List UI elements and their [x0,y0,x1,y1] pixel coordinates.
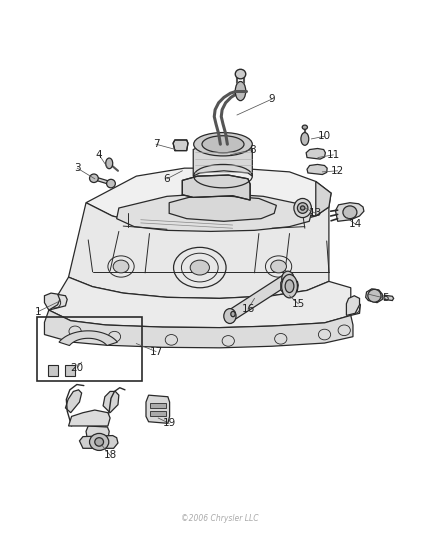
Polygon shape [383,295,393,301]
Text: 7: 7 [152,139,159,149]
Text: 17: 17 [149,346,162,357]
Text: 13: 13 [308,208,321,219]
Ellipse shape [223,309,236,324]
Polygon shape [68,410,110,426]
Polygon shape [86,168,330,228]
Polygon shape [350,303,360,316]
Text: ©2006 Chrysler LLC: ©2006 Chrysler LLC [180,514,258,523]
Polygon shape [68,203,328,298]
Ellipse shape [89,174,98,182]
Polygon shape [193,144,252,176]
Polygon shape [280,278,297,294]
Polygon shape [305,149,325,159]
Ellipse shape [113,260,129,273]
Ellipse shape [201,136,244,153]
Ellipse shape [281,271,293,286]
Polygon shape [306,165,326,174]
Ellipse shape [235,82,245,101]
Polygon shape [335,203,363,221]
Ellipse shape [95,438,103,446]
Ellipse shape [297,203,307,213]
Polygon shape [49,295,67,310]
Polygon shape [103,391,119,413]
Polygon shape [346,296,359,316]
Text: 9: 9 [268,94,275,104]
Text: 12: 12 [330,166,343,176]
Polygon shape [169,196,276,221]
Text: 19: 19 [162,418,175,429]
Polygon shape [315,181,330,216]
Bar [65,366,75,376]
Bar [36,317,141,381]
Text: 20: 20 [71,362,84,373]
Polygon shape [49,277,350,328]
Polygon shape [79,435,118,448]
Text: 14: 14 [348,219,361,229]
Ellipse shape [293,198,311,217]
Ellipse shape [282,278,286,283]
Bar [150,402,165,408]
Text: 5: 5 [381,293,388,303]
Text: 18: 18 [103,450,117,460]
Text: 1: 1 [35,306,41,317]
Text: 3: 3 [74,163,81,173]
Polygon shape [59,331,117,345]
Bar [150,411,165,416]
Ellipse shape [300,206,304,210]
Ellipse shape [281,274,297,298]
Polygon shape [92,177,113,184]
Text: 15: 15 [291,298,304,309]
Ellipse shape [89,433,109,450]
Text: 10: 10 [317,131,330,141]
Polygon shape [65,390,81,413]
Polygon shape [117,193,311,231]
Polygon shape [182,175,250,200]
Text: 16: 16 [241,304,254,314]
Ellipse shape [106,158,113,168]
Ellipse shape [342,206,356,219]
Text: 6: 6 [163,174,170,184]
Ellipse shape [301,125,307,130]
Ellipse shape [300,133,308,146]
Ellipse shape [235,69,245,79]
Polygon shape [365,289,381,303]
Text: 8: 8 [248,144,255,155]
Polygon shape [146,395,169,423]
Polygon shape [44,293,60,310]
Polygon shape [173,140,187,151]
Polygon shape [227,273,290,321]
Ellipse shape [285,280,293,293]
Ellipse shape [230,311,235,317]
Ellipse shape [193,133,252,156]
Ellipse shape [270,260,286,273]
Polygon shape [44,310,352,348]
Polygon shape [86,426,109,439]
Bar [48,366,57,376]
Ellipse shape [106,179,115,188]
Text: 4: 4 [95,150,102,160]
Text: 11: 11 [326,150,339,160]
Ellipse shape [190,260,209,275]
Ellipse shape [367,289,380,302]
